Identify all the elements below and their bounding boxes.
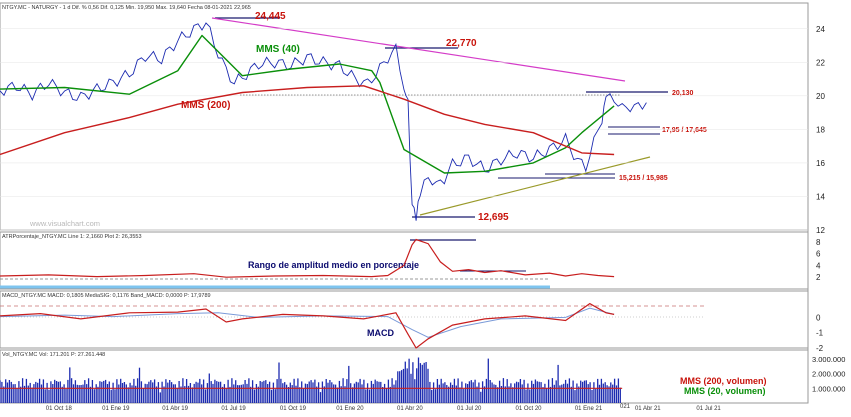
label-24445: 24,445 [255, 11, 286, 22]
price-y-tick: 12 [816, 226, 825, 235]
volume-bars [0, 357, 623, 403]
price-y-tick: 22 [816, 58, 825, 67]
volume-y-axis-labels: 3.000.000 2.000.000 1.000.000 [812, 355, 845, 393]
atr-panel-header: ATRPorcentaje_NTGY.MC Line 1: 2,1660 Plo… [2, 234, 142, 240]
price-y-axis-labels: 24 22 20 18 16 14 12 [816, 25, 825, 235]
mms200-line [0, 85, 615, 156]
label-20130: 20,130 [672, 90, 694, 97]
volume-y-tick: 2.000.000 [812, 370, 845, 379]
x-tick: 01 Ene 21 [575, 406, 603, 412]
price-y-tick: 20 [816, 92, 825, 101]
price-panel-frame [0, 2, 809, 231]
volume-legend-mms20: MMS (20, volumen) [684, 386, 766, 396]
macd-panel-frame [0, 290, 809, 349]
x-tick: 01 Jul 21 [696, 406, 721, 412]
price-y-tick: 14 [816, 192, 825, 201]
atr-y-tick: 2 [816, 273, 821, 282]
label-12695: 12,695 [478, 212, 509, 223]
atr-y-axis-labels: 8 6 4 2 [816, 238, 821, 282]
price-series-lines [0, 22, 647, 221]
x-tick: 01 Abr 20 [397, 406, 423, 412]
label-15: 15,215 / 15,985 [619, 175, 668, 182]
x-tick: 01 Ene 20 [336, 406, 364, 412]
x-tick: 01 Oct 19 [280, 406, 307, 412]
atr-panel-frame [0, 231, 809, 290]
macd-y-tick: -2 [816, 344, 824, 353]
label-22770: 22,770 [446, 38, 477, 49]
atr-line [0, 238, 615, 278]
macd-panel-header: MACD_NTGY.MC MACD: 0,1805 MediaSIG: 0,11… [2, 293, 211, 299]
macd-annotation: MACD [367, 328, 394, 338]
x-tick: 01 Ene 19 [102, 406, 130, 412]
atr-series [0, 238, 615, 278]
x-axis-labels: 01 Oct 18 01 Ene 19 01 Abr 19 01 Jul 19 01 O… [46, 406, 722, 412]
label-mms200: MMS (200) [181, 100, 230, 111]
atr-y-tick: 8 [816, 238, 821, 247]
atr-annotation: Rango de amplitud medio en porcentaje [248, 260, 419, 270]
label-17: 17,95 / 17,645 [662, 127, 707, 134]
atr-y-tick: 4 [816, 261, 821, 270]
price-grid [0, 28, 808, 231]
macd-line [0, 302, 615, 349]
volume-legend-mms200: MMS (200, volumen) [680, 376, 767, 386]
volume-y-tick: 3.000.000 [812, 355, 845, 364]
x-tick: 01 Oct 18 [46, 406, 73, 412]
support-trendline [419, 156, 651, 216]
watermark: www.visualchart.com [29, 219, 100, 228]
macd-y-axis-labels: 0 -1 -2 [816, 313, 824, 353]
volume-panel-header: Vol_NTGY.MC Vol: 171.201 P: 27.261.448 [2, 352, 105, 358]
label-mms40: MMS (40) [256, 44, 300, 55]
x-tick: 01 Jul 20 [457, 406, 482, 412]
x-axis-partial-label: 021 [620, 404, 631, 410]
price-y-tick: 18 [816, 125, 825, 134]
price-series-line [0, 22, 647, 221]
mms40-line [0, 34, 615, 174]
atr-y-tick: 6 [816, 250, 821, 259]
macd-y-tick: 0 [816, 313, 821, 322]
volume-y-tick: 1.000.000 [812, 384, 845, 393]
price-y-tick: 24 [816, 25, 825, 34]
macd-series [0, 302, 615, 349]
x-tick: 01 Jul 19 [221, 406, 246, 412]
resistance-trendline [211, 17, 626, 82]
x-tick: 01 Abr 19 [162, 406, 188, 412]
price-panel-header: NTGY.MC - NATURGY - 1 d Dif. % 0,56 Dif.… [2, 5, 251, 11]
price-y-tick: 16 [816, 159, 825, 168]
macd-y-tick: -1 [816, 329, 824, 338]
x-tick: 01 Abr 21 [635, 406, 661, 412]
x-tick: 01 Oct 20 [515, 406, 542, 412]
